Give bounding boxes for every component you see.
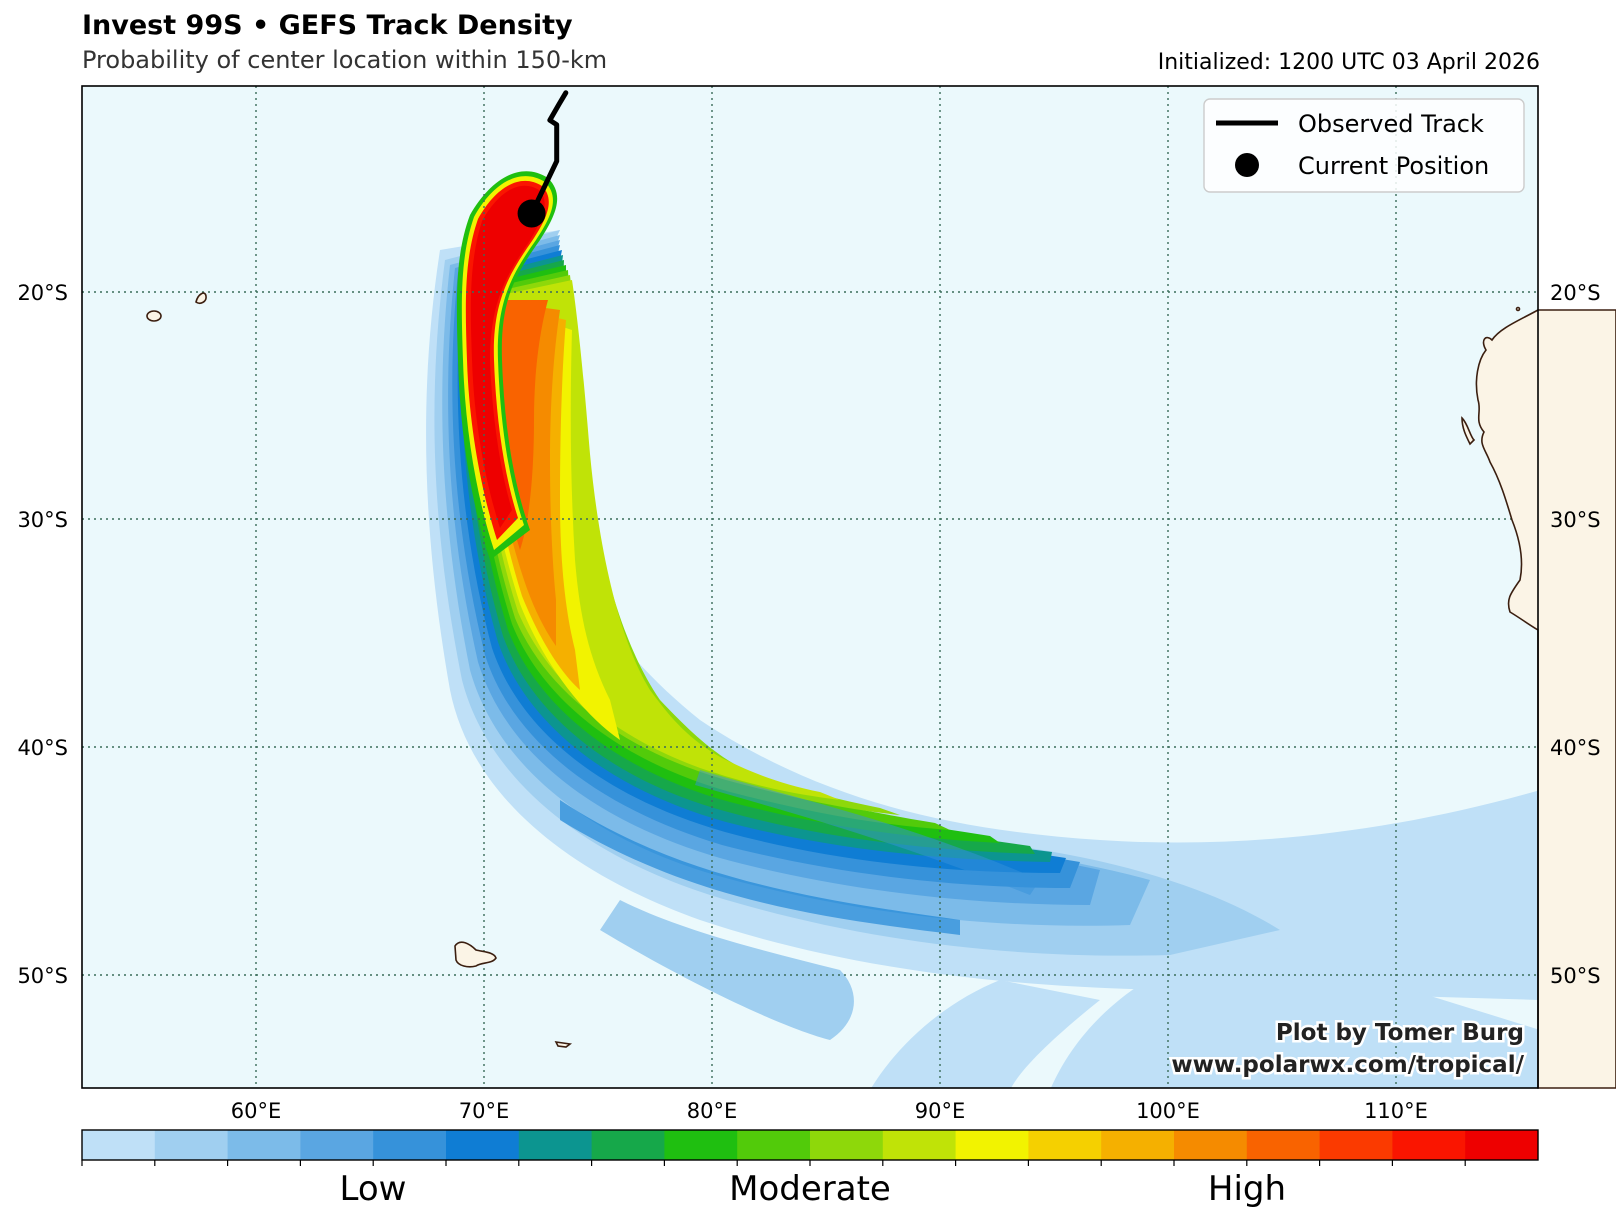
legend-position-swatch bbox=[1235, 153, 1259, 177]
lat-label-right: 40°S bbox=[1550, 736, 1601, 760]
lon-label: 80°E bbox=[687, 1099, 738, 1123]
land-features bbox=[146, 292, 1616, 1089]
map-frame bbox=[81, 85, 1539, 1089]
colorbar-segment bbox=[300, 1130, 374, 1160]
shark-bay bbox=[1461, 416, 1476, 446]
map-legend: Observed Track Current Position bbox=[1203, 98, 1525, 193]
density-layer bbox=[426, 171, 1538, 1088]
graticule bbox=[82, 86, 1538, 1088]
density-band-upper-core bbox=[470, 185, 545, 528]
lat-label-left: 40°S bbox=[17, 736, 68, 760]
lat-label-right: 50°S bbox=[1550, 964, 1601, 988]
australia-landmass bbox=[1475, 309, 1616, 1089]
lat-label-right: 30°S bbox=[1550, 508, 1601, 532]
density-band-low-4 bbox=[600, 900, 854, 1040]
colorbar-segment bbox=[591, 1130, 665, 1160]
density-streak-2 bbox=[695, 770, 1040, 895]
colorbar-segment bbox=[1246, 1130, 1321, 1160]
colorbar-segment bbox=[664, 1130, 738, 1160]
lon-label: 110°E bbox=[1364, 1099, 1428, 1123]
colorbar-segment bbox=[1101, 1130, 1175, 1160]
colorbar-segment bbox=[1319, 1130, 1393, 1160]
colorbar-segment bbox=[1174, 1130, 1248, 1160]
island-heard bbox=[554, 1040, 573, 1048]
observed-track-line bbox=[529, 90, 569, 216]
colorbar bbox=[81, 1130, 1539, 1166]
initialized-time: Initialized: 1200 UTC 03 April 2026 bbox=[1157, 50, 1540, 75]
colorbar-label-low: Low bbox=[340, 1169, 407, 1209]
lat-label-left: 30°S bbox=[17, 508, 68, 532]
chart-subtitle: Probability of center location within 15… bbox=[82, 46, 608, 74]
credit-author: Plot by Tomer Burg bbox=[1276, 1020, 1524, 1046]
island-kerguelen bbox=[454, 941, 497, 968]
lat-label-left: 50°S bbox=[17, 964, 68, 988]
legend-track-label: Observed Track bbox=[1298, 110, 1484, 138]
islet bbox=[1515, 306, 1521, 312]
legend-position-label: Current Position bbox=[1298, 152, 1489, 180]
lon-label: 100°E bbox=[1136, 1099, 1200, 1123]
colorbar-segment bbox=[154, 1130, 229, 1160]
colorbar-label-high: High bbox=[1208, 1169, 1286, 1209]
lat-label-left: 20°S bbox=[17, 281, 68, 305]
colorbar-segment bbox=[955, 1130, 1029, 1160]
current-position-marker bbox=[517, 199, 546, 228]
density-streak-1 bbox=[560, 800, 960, 935]
density-band-low-2 bbox=[871, 980, 1100, 1088]
legend-box bbox=[1203, 98, 1525, 193]
colorbar-segment bbox=[1465, 1130, 1539, 1160]
lat-label-right: 20°S bbox=[1550, 281, 1601, 305]
colorbar-segment bbox=[518, 1130, 593, 1160]
colorbar-segment bbox=[446, 1130, 520, 1160]
colorbar-segment bbox=[82, 1130, 156, 1160]
island-rodrigues bbox=[195, 292, 207, 304]
credit-url: www.polarwx.com/tropical/ bbox=[1171, 1052, 1524, 1078]
chart-title: Invest 99S • GEFS Track Density bbox=[82, 10, 573, 41]
colorbar-segment bbox=[737, 1130, 811, 1160]
colorbar-segment bbox=[1392, 1130, 1466, 1160]
colorbar-segment bbox=[227, 1130, 301, 1160]
colorbar-frame bbox=[81, 1129, 1539, 1161]
colorbar-segment bbox=[882, 1130, 957, 1160]
plot-credit: Plot by Tomer Burg www.polarwx.com/tropi… bbox=[1169, 1018, 1527, 1081]
colorbar-segment bbox=[810, 1130, 884, 1160]
colorbar-label-moderate: Moderate bbox=[729, 1169, 891, 1209]
lon-label: 90°E bbox=[915, 1099, 966, 1123]
island-mauritius bbox=[146, 310, 162, 322]
colorbar-segment bbox=[373, 1130, 447, 1160]
density-band-low-3 bbox=[1050, 940, 1538, 1088]
lon-label: 70°E bbox=[459, 1099, 510, 1123]
colorbar-segment bbox=[1028, 1130, 1102, 1160]
lon-label: 60°E bbox=[231, 1099, 282, 1123]
